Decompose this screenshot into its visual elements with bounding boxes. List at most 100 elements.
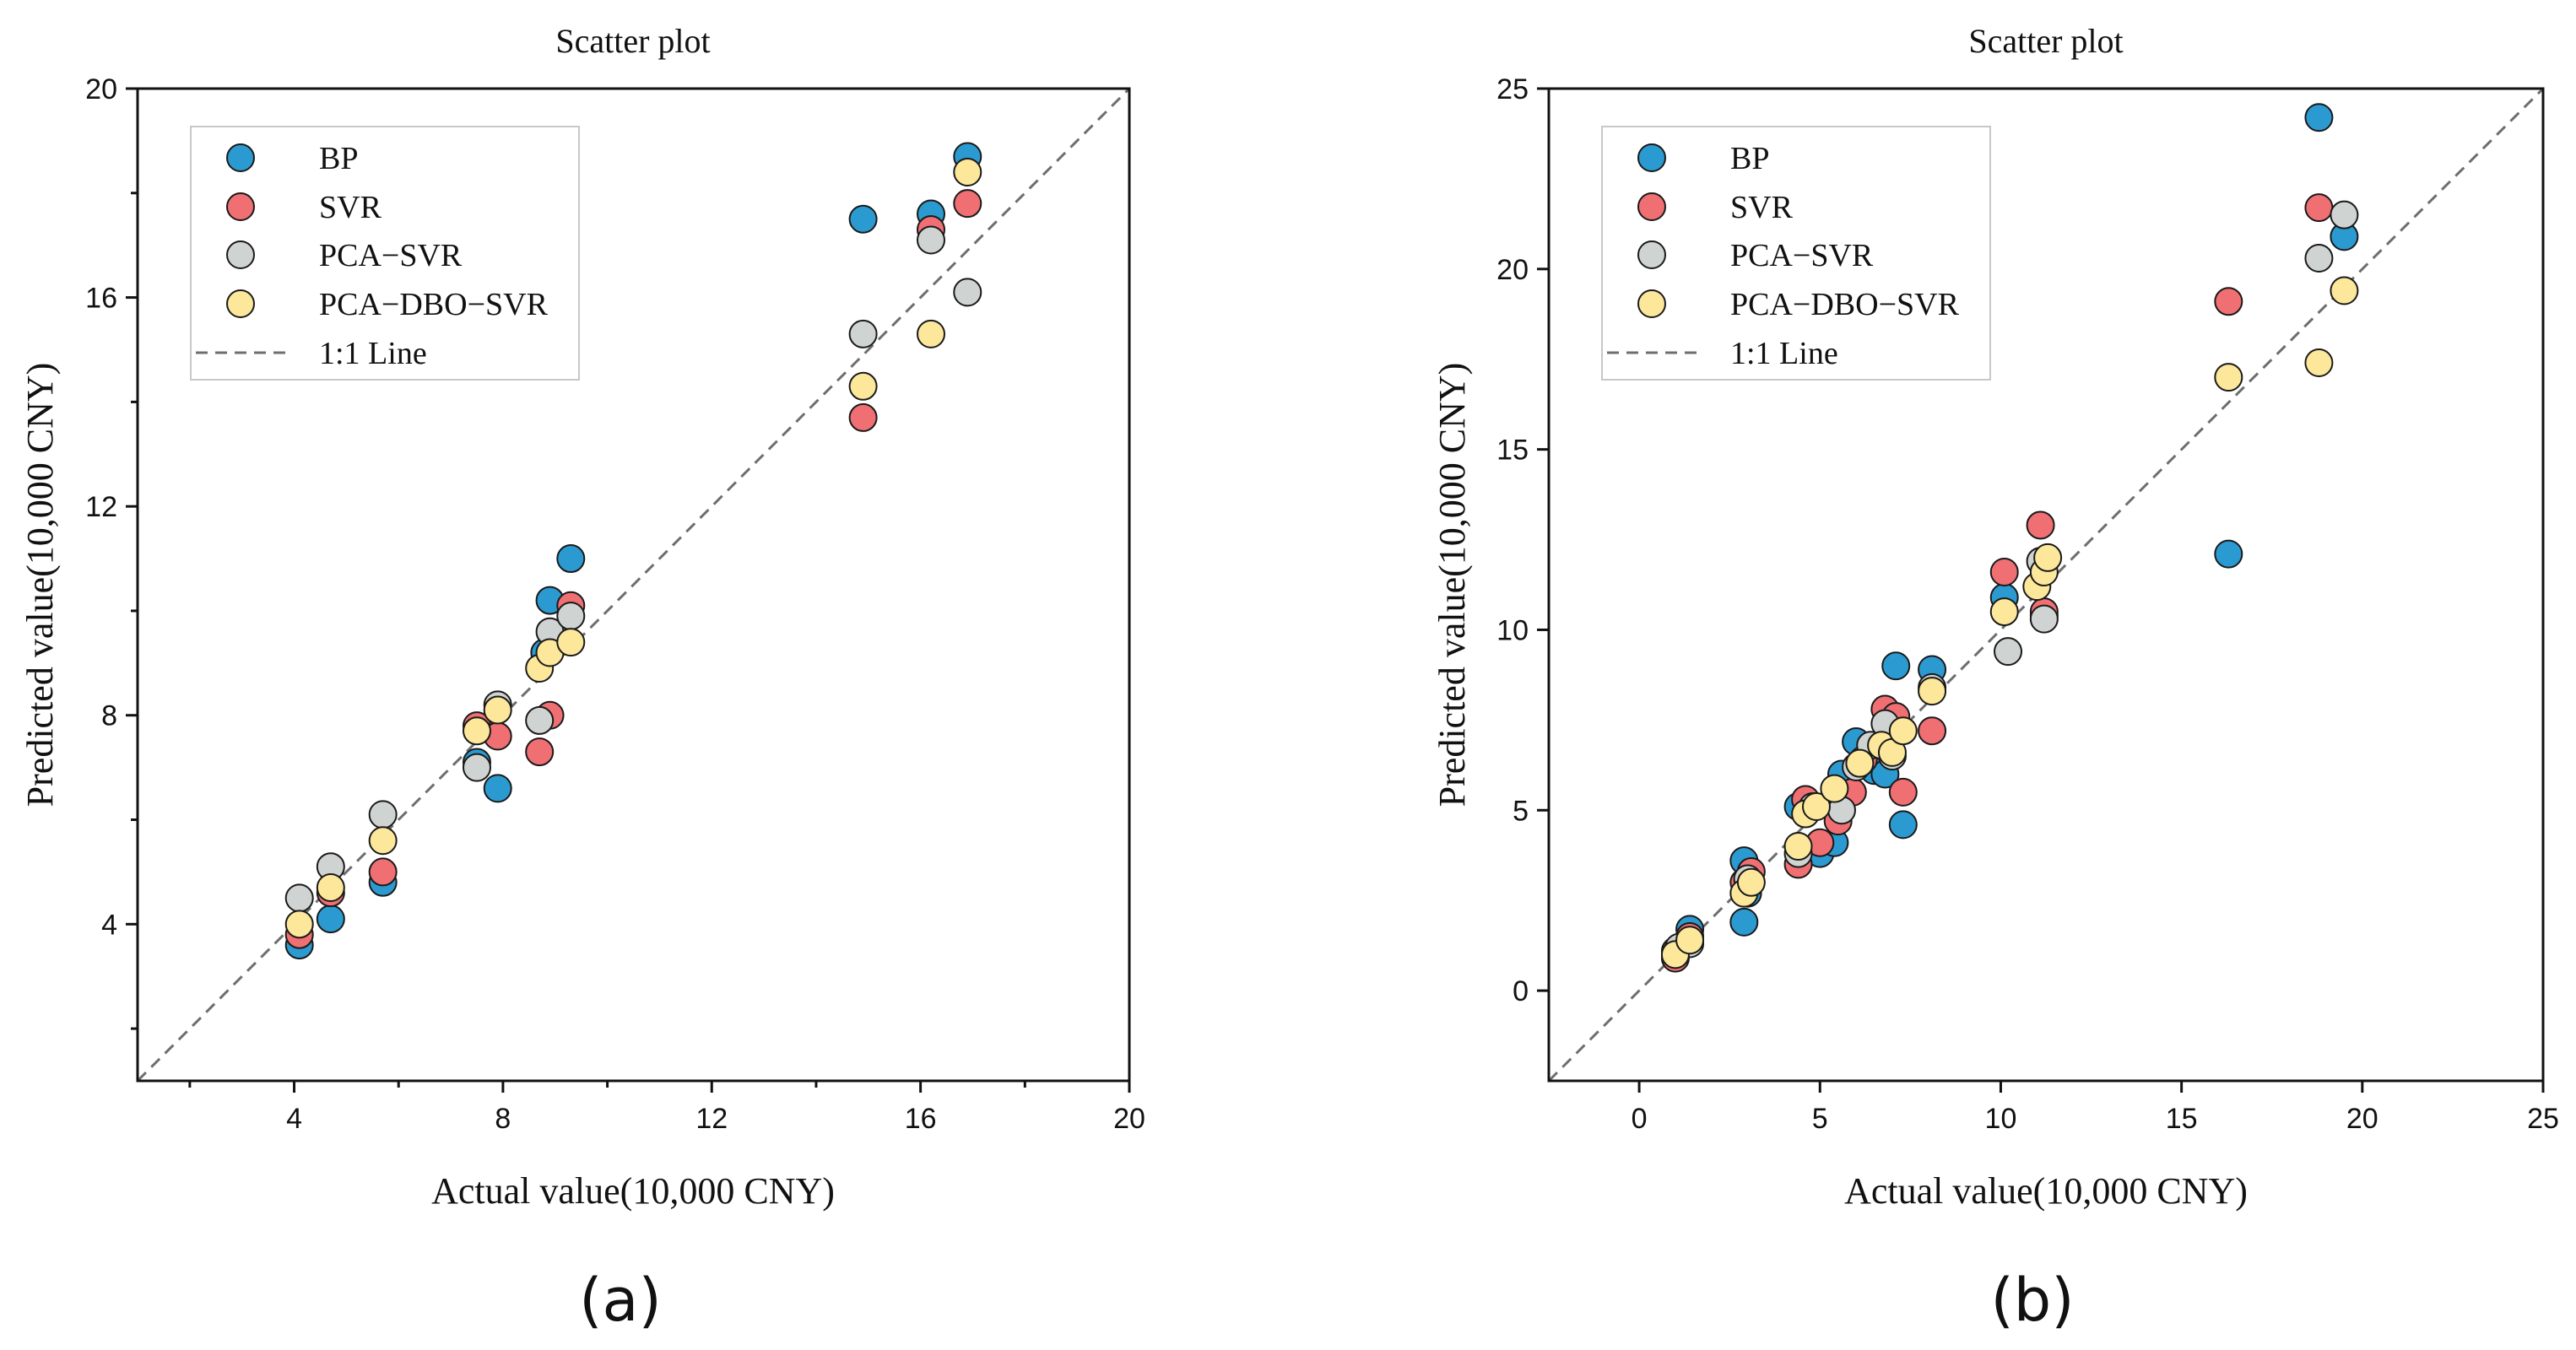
chart-a-point-pca-dbo-svr <box>462 716 491 746</box>
chart-b-point-pca-dbo-svr <box>1989 597 2019 627</box>
chart-b-point-pca-dbo-svr <box>1783 832 1813 861</box>
chart-a-x-axis-label: Actual value(10,000 CNY) <box>431 1170 835 1212</box>
chart-a-legend-label-pca-dbo-svr: PCA−DBO−SVR <box>319 287 549 322</box>
chart-a-point-pca-dbo-svr <box>316 872 345 902</box>
chart-a-points <box>284 142 982 960</box>
chart-b-legend-marker-bp <box>1637 143 1666 172</box>
chart-a-point-bp <box>316 904 345 934</box>
chart-b-legend-label-pca-dbo-svr: PCA−DBO−SVR <box>1730 287 1960 322</box>
chart-a-legend: BP SVR PCA−SVR PCA−DBO−SVR 1:1 Line <box>190 126 580 381</box>
chart-a-legend-marker-pca-dbo-svr <box>226 289 255 318</box>
chart-b-point-svr <box>1888 777 1918 807</box>
chart-a-point-pca-svr <box>848 319 878 348</box>
chart-b-x-axis-label: Actual value(10,000 CNY) <box>1844 1170 2248 1212</box>
chart-b-point-svr <box>2026 510 2055 540</box>
chart-a-point-pca-dbo-svr <box>848 371 878 401</box>
chart-b-legend-marker-pca-svr <box>1637 240 1666 269</box>
chart-a-point-pca-dbo-svr <box>953 158 982 187</box>
chart-b-y-tick-label: 0 <box>1513 975 1529 1007</box>
chart-b-ticks: 0 5 10 15 20 25 0 5 10 15 20 25 <box>1496 73 2559 1135</box>
chart-a-x-tick-label: 4 <box>286 1103 302 1135</box>
chart-b-y-tick-label: 15 <box>1496 435 1529 467</box>
chart-b-point-pca-svr <box>2330 200 2359 230</box>
chart-b-legend-marker-svr <box>1637 192 1666 221</box>
chart-panel-b: Scatter plot 0 5 10 15 20 25 0 5 10 15 20 25 Actual… <box>1431 22 2559 1335</box>
chart-b-point-bp <box>2214 539 2243 569</box>
chart-a-point-pca-dbo-svr <box>917 319 945 348</box>
chart-b-y-tick-label: 25 <box>1496 73 1529 105</box>
chart-a-legend-label-line: 1:1 Line <box>319 336 427 371</box>
chart-b-point-pca-svr <box>1994 637 2023 667</box>
chart-a-x-tick-label: 20 <box>1113 1103 1145 1135</box>
chart-a-x-tick-label: 12 <box>695 1103 728 1135</box>
chart-a-legend-box <box>190 126 580 381</box>
chart-b-point-pca-dbo-svr <box>1845 748 1875 778</box>
chart-a-point-pca-svr <box>462 753 491 782</box>
chart-b-point-pca-dbo-svr <box>1801 791 1831 821</box>
chart-b-legend-label-svr: SVR <box>1730 190 1794 225</box>
chart-b-y-tick-label: 5 <box>1513 795 1529 827</box>
chart-a-y-tick-label: 16 <box>85 283 117 315</box>
chart-b-point-pca-dbo-svr <box>1736 867 1766 897</box>
chart-a-point-pca-svr <box>556 602 586 631</box>
chart-a-point-pca-svr <box>368 800 398 829</box>
chart-b-point-pca-dbo-svr <box>2214 363 2243 392</box>
chart-a-point-bp <box>483 774 512 803</box>
chart-a-y-tick-label: 12 <box>85 491 117 523</box>
chart-a-y-tick-label: 8 <box>101 700 117 732</box>
chart-b-point-pca-dbo-svr <box>1888 716 1918 746</box>
chart-a-legend-label-svr: SVR <box>319 190 382 225</box>
chart-b-legend: BP SVR PCA−SVR PCA−DBO−SVR 1:1 Line <box>1601 126 1991 381</box>
chart-a-point-pca-dbo-svr <box>284 910 314 939</box>
chart-b-x-tick-label: 10 <box>1985 1103 2017 1135</box>
chart-b-x-tick-label: 0 <box>1632 1103 1648 1135</box>
chart-a-x-tick-label: 8 <box>495 1103 511 1135</box>
panel-b-label: (b) <box>1990 1266 2074 1335</box>
chart-b-point-pca-dbo-svr <box>2304 348 2334 378</box>
chart-a-legend-marker-bp <box>226 143 255 172</box>
chart-a-point-svr <box>953 189 982 219</box>
chart-b-point-pca-dbo-svr <box>1918 677 1947 706</box>
chart-a-legend-marker-svr <box>226 192 255 221</box>
chart-a-point-bp <box>848 204 878 234</box>
chart-b-point-bp <box>1881 651 1911 681</box>
chart-b-y-axis-label: Predicted value(10,000 CNY) <box>1431 363 1473 807</box>
chart-b-legend-box <box>1601 126 1991 381</box>
chart-a-point-pca-dbo-svr <box>556 628 586 657</box>
chart-b-point-svr <box>1918 716 1947 746</box>
panel-a-label: (a) <box>579 1266 662 1335</box>
chart-a-y-tick-label: 4 <box>101 909 117 941</box>
chart-b-legend-label-pca-svr: PCA−SVR <box>1730 238 1874 273</box>
chart-b-point-bp <box>1888 810 1918 840</box>
chart-b-y-tick-label: 10 <box>1496 614 1529 646</box>
chart-a-legend-marker-pca-svr <box>226 240 255 269</box>
chart-b-point-svr <box>1989 558 2019 587</box>
chart-a-point-pca-svr <box>525 705 555 735</box>
chart-a-point-svr <box>368 857 398 887</box>
chart-a-plot-frame <box>136 87 1131 1083</box>
chart-b-point-pca-svr <box>2304 243 2334 273</box>
chart-b-point-pca-dbo-svr <box>1820 774 1849 803</box>
chart-b-point-pca-dbo-svr <box>2330 276 2359 305</box>
chart-a-ticks: 4 8 12 16 20 4 8 12 16 20 <box>85 73 1145 1135</box>
chart-a-y-tick-label: 20 <box>85 73 117 105</box>
chart-b-point-svr <box>2214 287 2243 316</box>
chart-a-y-axis-label: Predicted value(10,000 CNY) <box>19 363 61 807</box>
chart-b-point-pca-svr <box>2029 604 2059 634</box>
chart-a-legend-label-bp: BP <box>319 141 358 176</box>
chart-b-x-tick-label: 15 <box>2166 1103 2198 1135</box>
chart-a-point-svr <box>525 737 555 767</box>
chart-a-point-pca-svr <box>284 883 314 913</box>
chart-b-point-bp <box>1729 907 1759 937</box>
chart-b-legend-label-bp: BP <box>1730 141 1769 176</box>
chart-a-point-pca-svr <box>917 225 945 255</box>
chart-b-point-svr <box>2304 193 2334 223</box>
chart-a-point-svr <box>848 402 878 432</box>
chart-panel-a: Scatter plot 4 8 12 16 20 4 8 12 16 20 Actual val… <box>19 22 1145 1335</box>
chart-b-x-tick-label: 20 <box>2346 1103 2378 1135</box>
chart-b-y-tick-label: 20 <box>1496 254 1529 286</box>
chart-a-point-pca-dbo-svr <box>368 826 398 856</box>
chart-a-point-pca-dbo-svr <box>483 695 512 725</box>
chart-b-point-bp <box>2304 103 2334 132</box>
